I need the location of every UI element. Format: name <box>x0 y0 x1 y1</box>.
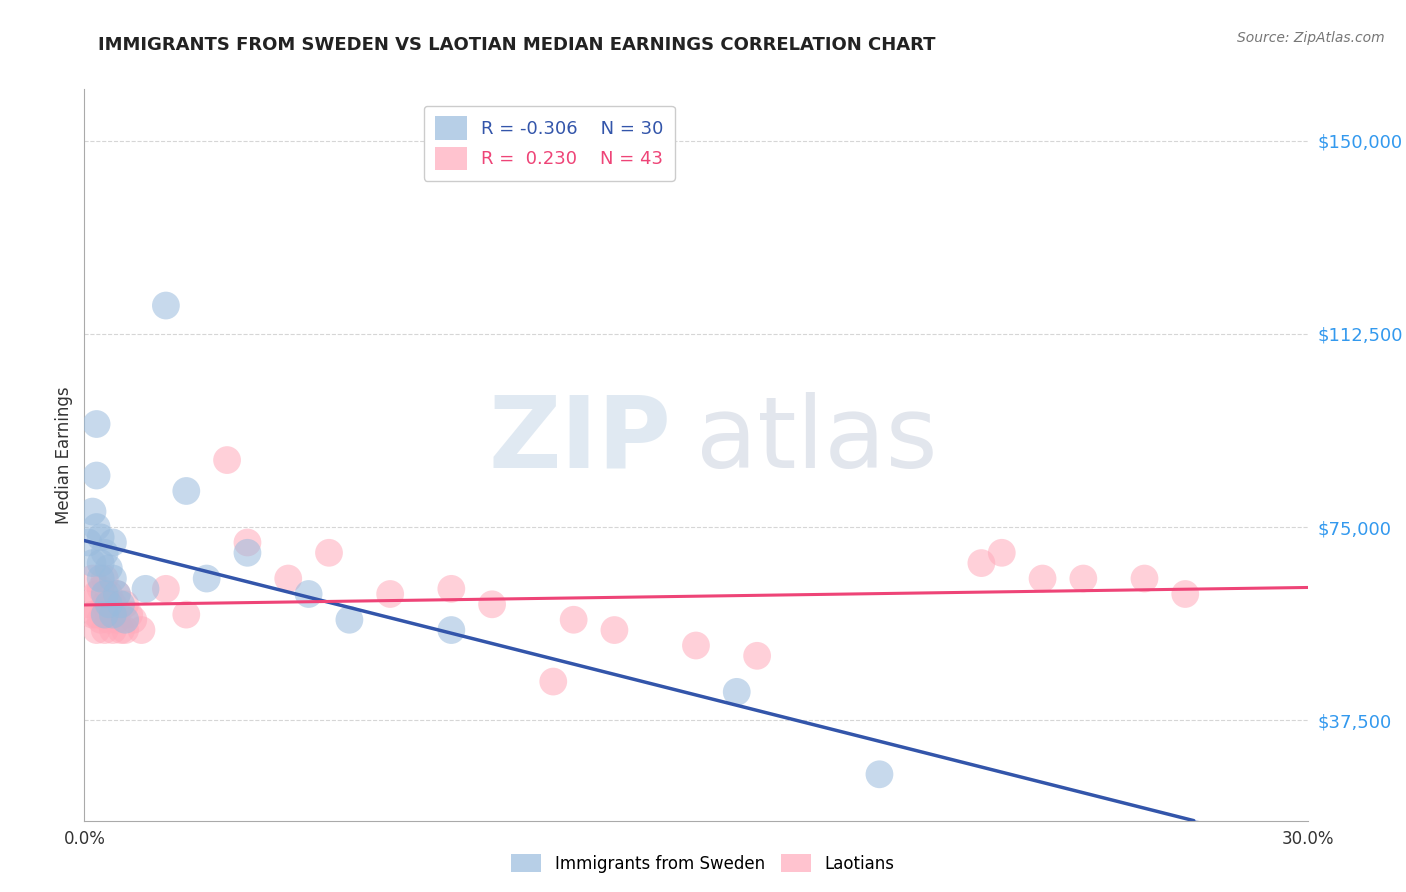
Point <box>90 530 112 544</box>
Point <box>440 623 463 637</box>
Point <box>725 685 748 699</box>
Point <box>93 623 115 637</box>
Point <box>131 623 153 637</box>
Point <box>869 767 891 781</box>
Point <box>93 607 115 622</box>
Text: atlas: atlas <box>696 392 938 489</box>
Point <box>93 572 115 586</box>
Point <box>195 572 218 586</box>
Point <box>1073 572 1095 586</box>
Point <box>114 623 136 637</box>
Y-axis label: Median Earnings: Median Earnings <box>55 386 73 524</box>
Point <box>543 674 565 689</box>
Point <box>562 613 585 627</box>
Point <box>97 597 120 611</box>
Point <box>1032 572 1054 586</box>
Point <box>90 582 112 596</box>
Legend: R = -0.306    N = 30, R =  0.230    N = 43: R = -0.306 N = 30, R = 0.230 N = 43 <box>423 105 675 181</box>
Point <box>339 613 361 627</box>
Point <box>82 572 104 586</box>
Point <box>135 582 157 596</box>
Point <box>217 453 239 467</box>
Point <box>1133 572 1156 586</box>
Point <box>101 535 124 549</box>
Point <box>90 572 112 586</box>
Point <box>101 597 124 611</box>
Point <box>101 623 124 637</box>
Point <box>82 607 104 622</box>
Point <box>90 556 112 570</box>
Point <box>380 587 402 601</box>
Point <box>105 613 128 627</box>
Point <box>236 546 259 560</box>
Point <box>603 623 626 637</box>
Point <box>82 505 104 519</box>
Point <box>105 587 128 601</box>
Point <box>440 582 463 596</box>
Point <box>110 623 132 637</box>
Point <box>97 613 120 627</box>
Point <box>318 546 340 560</box>
Point <box>155 299 177 313</box>
Point <box>277 572 299 586</box>
Point <box>236 535 259 549</box>
Point <box>93 587 115 601</box>
Point <box>93 597 115 611</box>
Point <box>86 520 108 534</box>
Point <box>105 587 128 601</box>
Point <box>82 556 104 570</box>
Point <box>118 607 141 622</box>
Point <box>77 597 100 611</box>
Text: ZIP: ZIP <box>489 392 672 489</box>
Point <box>991 546 1014 560</box>
Point <box>97 587 120 601</box>
Point <box>77 535 100 549</box>
Point <box>1174 587 1197 601</box>
Point <box>101 607 124 622</box>
Point <box>97 561 120 575</box>
Point <box>481 597 503 611</box>
Point <box>174 607 197 622</box>
Point <box>86 607 108 622</box>
Legend: Immigrants from Sweden, Laotians: Immigrants from Sweden, Laotians <box>505 847 901 880</box>
Text: Source: ZipAtlas.com: Source: ZipAtlas.com <box>1237 31 1385 45</box>
Point <box>86 623 108 637</box>
Point <box>101 572 124 586</box>
Text: IMMIGRANTS FROM SWEDEN VS LAOTIAN MEDIAN EARNINGS CORRELATION CHART: IMMIGRANTS FROM SWEDEN VS LAOTIAN MEDIAN… <box>98 36 936 54</box>
Point <box>970 556 993 570</box>
Point <box>174 483 197 498</box>
Point <box>114 597 136 611</box>
Point <box>114 613 136 627</box>
Point <box>90 613 112 627</box>
Point <box>747 648 769 663</box>
Point <box>86 587 108 601</box>
Point <box>122 613 145 627</box>
Point <box>155 582 177 596</box>
Point <box>298 587 321 601</box>
Point <box>86 468 108 483</box>
Point <box>685 639 707 653</box>
Point <box>110 597 132 611</box>
Point <box>86 417 108 431</box>
Point <box>93 546 115 560</box>
